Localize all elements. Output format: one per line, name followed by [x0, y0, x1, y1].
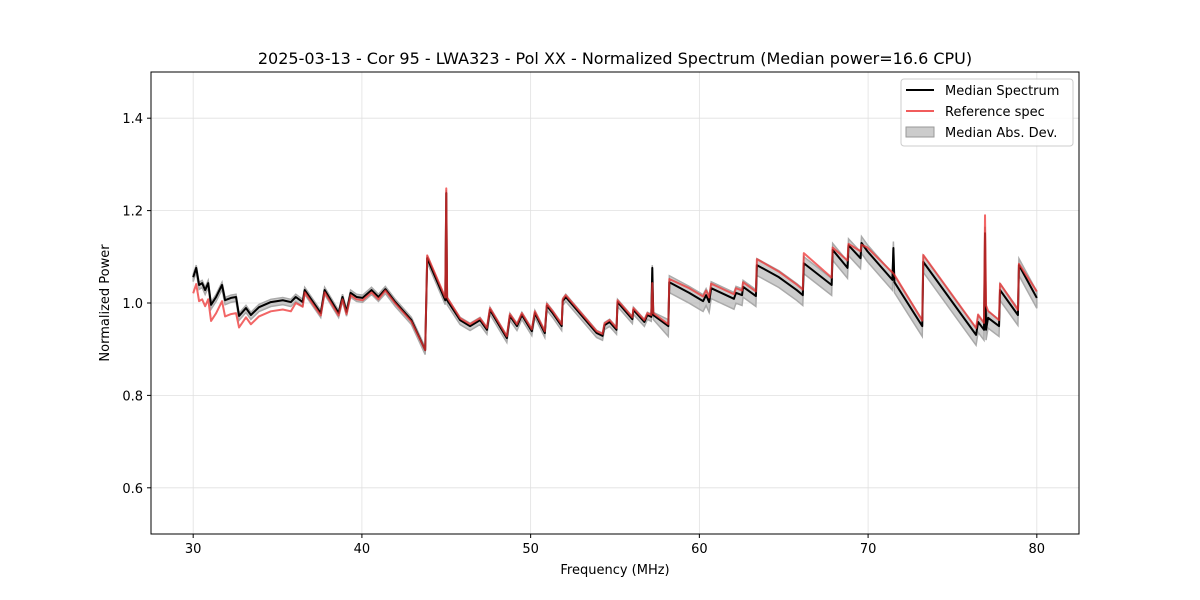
x-tick-label: 50 — [522, 542, 539, 557]
chart-title: 2025-03-13 - Cor 95 - LWA323 - Pol XX - … — [258, 49, 972, 68]
legend-mad-label: Median Abs. Dev. — [945, 126, 1057, 141]
y-tick-label: 0.6 — [122, 482, 143, 497]
x-axis-label: Frequency (MHz) — [560, 563, 669, 578]
legend-mad-swatch — [905, 126, 935, 138]
x-tick-label: 70 — [860, 542, 877, 557]
series-lines — [192, 187, 1038, 352]
x-tick-label: 80 — [1029, 542, 1046, 557]
y-tick-label: 0.8 — [122, 389, 143, 404]
x-tick-label: 30 — [185, 542, 202, 557]
y-tick-label: 1.4 — [122, 112, 143, 127]
x-tick-label: 40 — [354, 542, 371, 557]
x-tick-label: 60 — [691, 542, 708, 557]
axis-ticks: 30 40 50 60 70 80 0.6 0.8 1.0 1.2 1.4 — [122, 112, 1045, 557]
legend-reference-label: Reference spec — [945, 105, 1045, 120]
y-tick-label: 1.2 — [122, 205, 143, 220]
y-axis-label: Normalized Power — [98, 244, 113, 362]
legend-median-label: Median Spectrum — [945, 84, 1059, 99]
reference-spectrum-line — [192, 187, 1038, 352]
legend: Median Spectrum Reference spec Median Ab… — [900, 78, 1074, 147]
y-tick-label: 1.0 — [122, 297, 143, 312]
legend-box — [900, 78, 1074, 147]
